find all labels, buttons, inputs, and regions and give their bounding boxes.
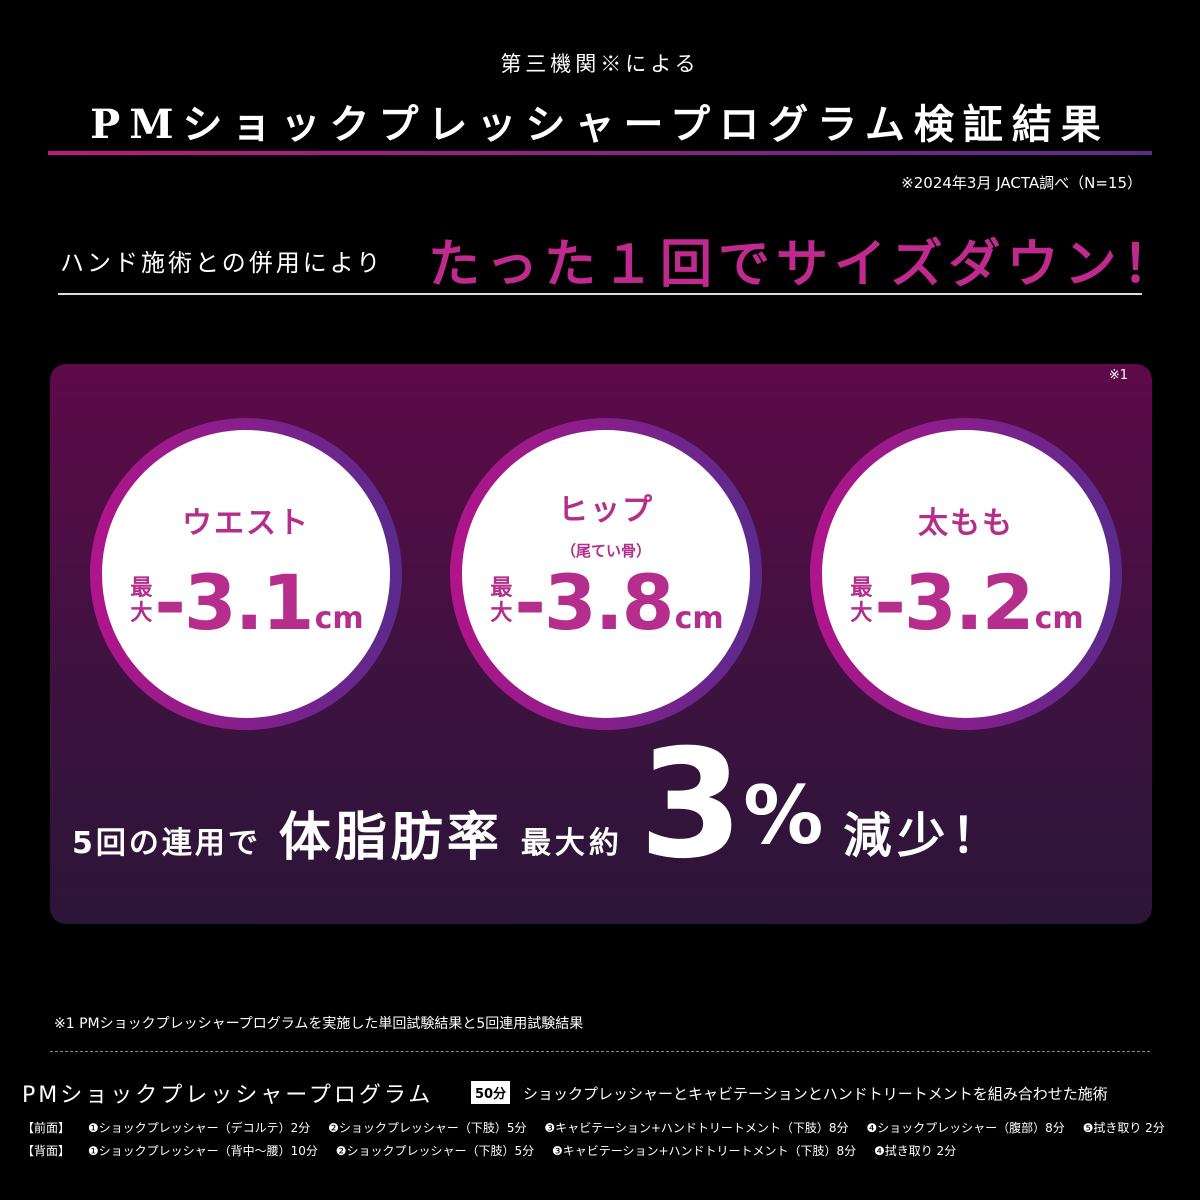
step: ❷ショックプレッシャー（下肢）5分: [335, 1144, 535, 1158]
result-unit: cm: [674, 601, 724, 636]
result-label: 太もも: [918, 506, 1014, 541]
step: ❸キャビテーション+ハンドトリートメント（下肢）8分: [544, 1121, 849, 1135]
result-unit: cm: [1034, 601, 1084, 636]
result-label: ヒップ: [558, 493, 654, 528]
result-unit: cm: [314, 601, 364, 636]
claim-part: 減少！: [843, 808, 1006, 864]
result-value: -3.1: [154, 558, 314, 647]
program-name: PMショックプレッシャープログラム: [22, 1083, 434, 1108]
title-divider: [48, 151, 1152, 155]
lead-text: ハンド施術との併用により: [60, 249, 384, 277]
result-label: ウエスト: [182, 506, 310, 541]
claim-percent: %: [743, 769, 824, 862]
step: ❺拭き取り 2分: [1082, 1121, 1165, 1135]
kicker: 第三機関※による: [500, 52, 700, 76]
result-value: -3.8: [514, 558, 674, 647]
result-prefix: 最大: [850, 576, 873, 626]
result-prefix: 最大: [130, 576, 153, 626]
result-circle-waist: ウエスト 最大 -3.1 cm: [90, 418, 402, 730]
result-circle-thigh: 太もも 最大 -3.2 cm: [810, 418, 1122, 730]
back-steps: 【背面】 ❶ショックプレッシャー（背中〜腰）10分 ❷ショックプレッシャー（下肢…: [22, 1142, 970, 1159]
page-title: PMショックプレッシャープログラム検証結果: [90, 101, 1110, 148]
result-prefix: 最大: [490, 576, 513, 626]
source-note: ※2024年3月 JACTA調べ（N=15）: [901, 174, 1142, 192]
front-steps: 【前面】 ❶ショックプレッシャー（デコルテ）2分 ❷ショックプレッシャー（下肢）…: [22, 1119, 1179, 1136]
program-description: ショックプレッシャーとキャビテーションとハンドトリートメントを組み合わせた施術: [523, 1085, 1108, 1103]
step: ❹拭き取り 2分: [873, 1144, 957, 1158]
body-fat-claim: 5回の連用で 体脂肪率 最大約 3 % 減少！: [72, 730, 1006, 880]
claim-part: 最大約: [520, 826, 623, 861]
claim-keyword: 体脂肪率: [278, 808, 503, 868]
step: ❸キャビテーション+ハンドトリートメント（下肢）8分: [551, 1144, 857, 1158]
dashed-divider: [50, 1051, 1150, 1052]
footnote: ※1 PMショックプレッシャープログラムを実施した単回試験結果と5回連用試験結果: [54, 1016, 584, 1032]
step-group-label: 【前面】: [22, 1121, 71, 1135]
panel-note: ※1: [1108, 368, 1128, 383]
step: ❹ショックプレッシャー（腹部）8分: [866, 1121, 1065, 1135]
claim-part: 5回の連用で: [72, 826, 261, 861]
headline: たった１回でサイズダウン！: [428, 235, 1181, 295]
claim-number: 3: [638, 718, 744, 892]
result-circle-hip: ヒップ （尾てい骨） 最大 -3.8 cm: [450, 418, 762, 730]
step: ❶ショックプレッシャー（背中〜腰）10分: [87, 1144, 318, 1158]
step: ❷ショックプレッシャー（下肢）5分: [328, 1121, 527, 1135]
lead-divider: [58, 293, 1142, 295]
result-sublabel: （尾てい骨）: [560, 542, 651, 560]
step-group-label: 【背面】: [22, 1144, 71, 1158]
step: ❶ショックプレッシャー（デコルテ）2分: [87, 1121, 311, 1135]
result-value: -3.2: [874, 558, 1034, 647]
duration-badge: 50分: [471, 1081, 511, 1104]
